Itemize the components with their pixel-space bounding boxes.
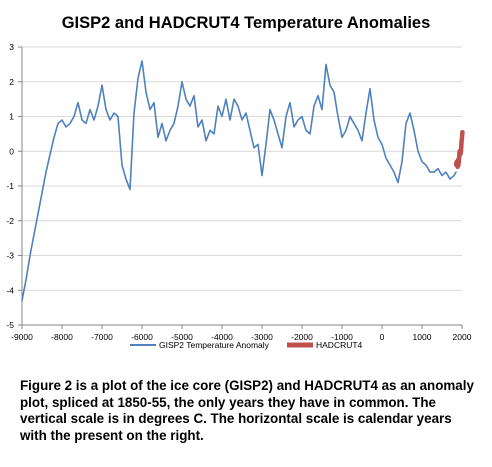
y-tick-label: -5 bbox=[6, 320, 14, 330]
x-tick-label: -7000 bbox=[91, 332, 113, 342]
x-tick-label: -8000 bbox=[51, 332, 73, 342]
x-tick-label: -6000 bbox=[131, 332, 153, 342]
chart-title: GISP2 and HADCRUT4 Temperature Anomalies bbox=[62, 14, 431, 32]
y-tick-label: 1 bbox=[9, 112, 14, 122]
chart-svg: GISP2 and HADCRUT4 Temperature Anomalies… bbox=[6, 14, 472, 350]
series-line-gisp2 bbox=[21, 60, 457, 302]
figure-caption: Figure 2 is a plot of the ice core (GISP… bbox=[20, 378, 474, 443]
x-tick-label: -4000 bbox=[211, 332, 233, 342]
gridlines bbox=[22, 46, 462, 326]
y-tick-label: 0 bbox=[9, 146, 14, 156]
legend-label-gisp2: GISP2 Temperature Anomaly bbox=[159, 340, 270, 350]
series-lines bbox=[21, 60, 465, 302]
x-tick-label: -1000 bbox=[331, 332, 353, 342]
y-tick-labels: -5 -4 -3 -2 -1 0 1 2 3 bbox=[6, 42, 14, 330]
x-tick-label: -9000 bbox=[11, 332, 33, 342]
y-tick-label: 3 bbox=[9, 42, 14, 52]
y-tick-label: -2 bbox=[6, 216, 14, 226]
legend-label-hadcrut4: HADCRUT4 bbox=[316, 340, 363, 350]
y-tick-label: -4 bbox=[6, 285, 14, 295]
x-tick-label: 1000 bbox=[413, 332, 432, 342]
legend: GISP2 Temperature Anomaly HADCRUT4 bbox=[130, 340, 363, 350]
x-tick-label: 2000 bbox=[453, 332, 472, 342]
x-tick-label: 0 bbox=[380, 332, 385, 342]
y-tick-label: -1 bbox=[6, 181, 14, 191]
chart: GISP2 and HADCRUT4 Temperature Anomalies… bbox=[6, 14, 472, 350]
y-tick-label: 2 bbox=[9, 77, 14, 87]
x-tick-label: -3000 bbox=[251, 332, 273, 342]
axes bbox=[18, 46, 463, 329]
x-tick-label: -5000 bbox=[171, 332, 193, 342]
x-tick-label: -2000 bbox=[291, 332, 313, 342]
series-line-hadcrut4 bbox=[453, 129, 465, 170]
x-tick-labels: -9000 -8000 -7000 -6000 -5000 -4000 -3000 -2000… bbox=[11, 332, 472, 342]
y-tick-label: -3 bbox=[6, 251, 14, 261]
